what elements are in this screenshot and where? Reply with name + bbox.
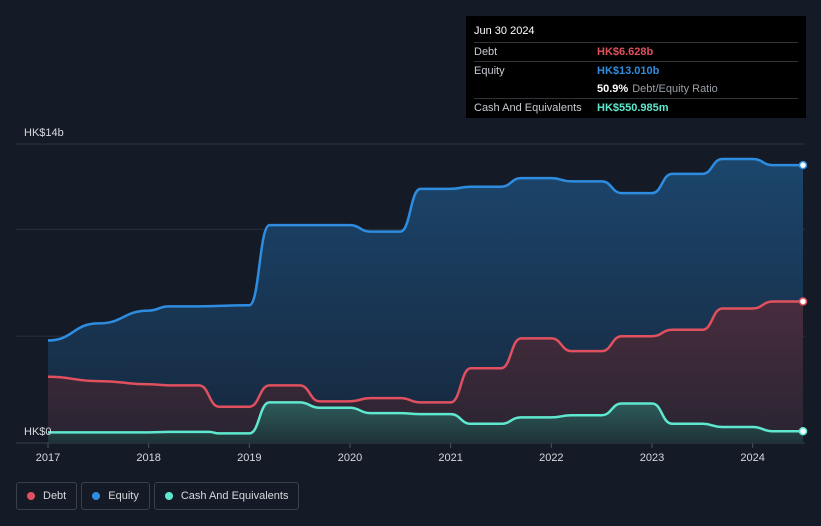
tooltip-debt-row: Debt HK$6.628b xyxy=(474,42,798,61)
debt-dot-icon xyxy=(27,492,35,500)
equity-dot-icon xyxy=(92,492,101,500)
x-tick-label: 2024 xyxy=(740,452,764,464)
cash-line xyxy=(47,401,803,435)
legend-equity-label: Equity xyxy=(108,490,139,502)
cash-dot-icon xyxy=(164,492,173,500)
cash-end-point xyxy=(798,426,808,436)
tooltip-cash-label: Cash And Equivalents xyxy=(474,102,582,114)
series-areas xyxy=(48,158,803,443)
tooltip-ratio-value: 50.9% xyxy=(597,83,629,95)
debt-end-point xyxy=(798,297,808,306)
tooltip-equity-row: Equity HK$13.010b xyxy=(474,61,798,80)
tooltip-ratio-label: Debt/Equity Ratio xyxy=(632,83,718,95)
x-tick-label: 2022 xyxy=(539,452,563,464)
legend-item-debt[interactable]: Debt xyxy=(16,482,78,510)
tooltip-ratio-row: 50.9% Debt/Equity Ratio xyxy=(474,80,798,98)
x-tick-label: 2021 xyxy=(438,452,462,464)
x-tick-label: 2018 xyxy=(136,452,160,464)
y-bottom-label: HK$0 xyxy=(24,426,52,438)
legend-item-cash[interactable]: Cash And Equivalents xyxy=(153,482,300,510)
tooltip-cash-row: Cash And Equivalents HK$550.985m xyxy=(474,98,798,117)
series-lines xyxy=(47,157,808,436)
x-tick-label: 2017 xyxy=(36,452,60,464)
legend-debt-label: Debt xyxy=(43,490,67,502)
tooltip-equity-label: Equity xyxy=(474,65,505,77)
equity-end-point xyxy=(798,160,808,170)
x-tick-label: 2019 xyxy=(237,452,261,464)
legend-item-equity[interactable]: Equity xyxy=(81,482,150,510)
x-axis: 2017 2018 2019 2020 2021 2022 2023 2024 xyxy=(36,443,765,464)
tooltip-panel: Jun 30 2024 Debt HK$6.628b Equity HK$13.… xyxy=(466,16,806,118)
x-tick-label: 2020 xyxy=(338,452,362,464)
x-tick-label: 2023 xyxy=(640,452,664,464)
cash-area xyxy=(48,402,803,443)
y-top-label: HK$14b xyxy=(24,127,64,139)
tooltip-equity-value: HK$13.010b xyxy=(597,65,660,77)
equity-line xyxy=(47,157,803,342)
debt-line xyxy=(47,300,803,408)
tooltip-debt-value: HK$6.628b xyxy=(597,46,654,58)
tooltip-date: Jun 30 2024 xyxy=(474,25,535,37)
legend-cash-label: Cash And Equivalents xyxy=(180,490,289,502)
chart-legend: Debt Equity Cash And Equivalents xyxy=(16,482,300,510)
tooltip-debt-label: Debt xyxy=(474,46,498,58)
tooltip-cash-value: HK$550.985m xyxy=(597,102,669,114)
